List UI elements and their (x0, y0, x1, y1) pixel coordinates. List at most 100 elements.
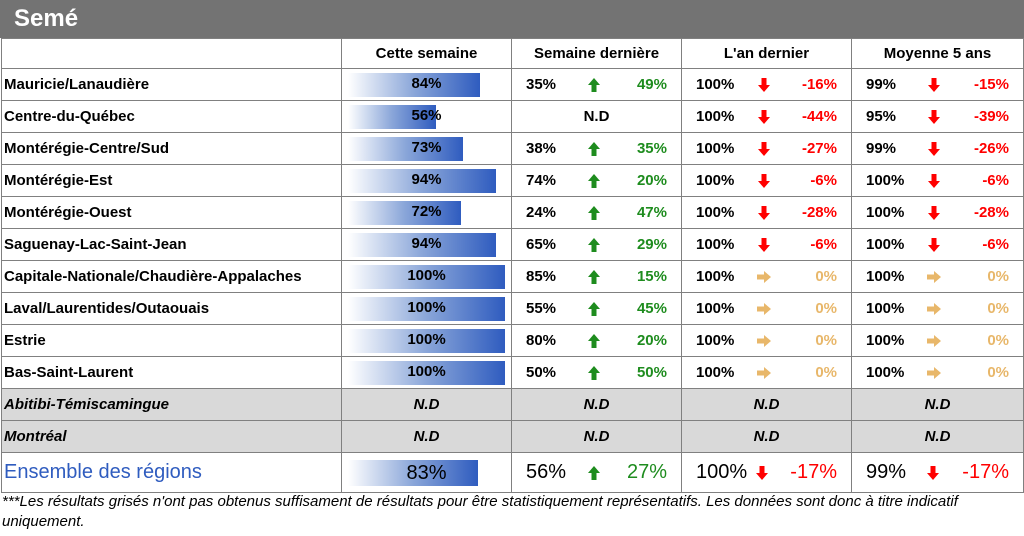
last-year-group: 100% 0% (683, 326, 851, 356)
arrow-flat-icon (734, 300, 794, 317)
progress-bar: 72% (348, 200, 505, 225)
avg5-value: 99% (866, 76, 897, 93)
last-year-diff: -16% (801, 76, 837, 93)
arrow-up-icon (564, 76, 624, 93)
table-row-greyed: Montréal N.D N.D N.D N.D (1, 420, 1024, 453)
total-row: Ensemble des régions 83% 56% 27% 100% -17% 99%… (1, 452, 1024, 493)
arrow-down-icon (904, 172, 964, 189)
header-last-week: Semaine dernière (511, 38, 682, 69)
last-week-value: 24% (526, 204, 557, 221)
progress-bar-fill (348, 232, 496, 257)
last-week-group: 74% 20% (513, 166, 681, 196)
avg5-value: 99% (866, 461, 907, 483)
last-year-diff: -6% (810, 172, 837, 189)
arrow-down-icon (734, 76, 794, 93)
last-week-cell: 74% 20% (511, 164, 682, 197)
this-week-value: 100% (407, 362, 446, 380)
nd-cell: N.D (341, 420, 512, 453)
arrow-down-icon (904, 461, 962, 484)
header-last-year: L'an dernier (681, 38, 852, 69)
last-week-value: 85% (526, 268, 557, 285)
arrow-down-icon (904, 140, 964, 157)
last-week-value: 80% (526, 332, 557, 349)
nd-cell: N.D (681, 388, 852, 421)
avg5-cell: 95% -39% (851, 100, 1024, 133)
last-year-group: 100% -27% (683, 134, 851, 164)
region-name: Estrie (1, 324, 342, 357)
region-name: Centre-du-Québec (1, 100, 342, 133)
avg5-value: 95% (866, 108, 897, 125)
this-week-cell: 100% (341, 324, 512, 357)
this-week-value: 72% (411, 202, 442, 220)
this-week-value: 100% (407, 330, 446, 348)
total-region-name: Ensemble des régions (1, 452, 342, 493)
this-week-cell: 100% (341, 260, 512, 293)
last-week-group: 38% 35% (513, 134, 681, 164)
this-week-cell: 84% (341, 68, 512, 101)
header-avg5: Moyenne 5 ans (851, 38, 1024, 69)
last-week-group: 65% 29% (513, 230, 681, 260)
last-week-diff: 15% (636, 268, 667, 285)
progress-bar: 100% (348, 296, 505, 321)
progress-bar: 100% (348, 328, 505, 353)
this-week-value: 83% (406, 461, 447, 484)
table-row: Bas-Saint-Laurent 100% 50% 50% 100% 0% 100% 0% (1, 356, 1024, 389)
last-year-diff: -27% (801, 140, 837, 157)
footnote: ***Les résultats grisés n'ont pas obtenu… (2, 493, 958, 530)
region-name: Laval/Laurentides/Outaouais (1, 292, 342, 325)
avg5-diff: -6% (982, 172, 1009, 189)
last-week-diff: 20% (636, 332, 667, 349)
arrow-up-icon (564, 364, 624, 381)
last-year-group: 100% 0% (683, 358, 851, 388)
nd-cell: N.D (851, 420, 1024, 453)
avg5-group: 99% -17% (853, 454, 1023, 492)
last-year-group: 100% -28% (683, 198, 851, 228)
last-year-group: 100% 0% (683, 294, 851, 324)
progress-bar-fill (348, 136, 463, 161)
avg5-cell: 100% -6% (851, 228, 1024, 261)
last-year-diff: -17% (790, 461, 837, 483)
nd-cell: N.D (341, 388, 512, 421)
last-week-group: 50% 50% (513, 358, 681, 388)
last-year-diff: 0% (815, 364, 837, 381)
this-week-cell: 72% (341, 196, 512, 229)
avg5-value: 100% (866, 204, 905, 221)
progress-bar-fill (348, 168, 496, 193)
table-row: Mauricie/Lanaudière 84% 35% 49% 100% -16% 99% -… (1, 68, 1024, 101)
table-row: Saguenay-Lac-Saint-Jean 94% 65% 29% 100% -6% 1… (1, 228, 1024, 261)
last-week-cell: 55% 45% (511, 292, 682, 325)
this-week-value: 94% (411, 234, 442, 252)
region-name: Capitale-Nationale/Chaudière-Appalaches (1, 260, 342, 293)
avg5-group: 100% 0% (853, 294, 1023, 324)
table-row: Laval/Laurentides/Outaouais 100% 55% 45% 100… (1, 292, 1024, 325)
last-week-cell: 35% 49% (511, 68, 682, 101)
last-week-diff: 45% (636, 300, 667, 317)
avg5-value: 100% (866, 364, 905, 381)
last-week-cell: 85% 15% (511, 260, 682, 293)
avg5-cell: 99% -17% (851, 452, 1024, 493)
last-year-cell: 100% -28% (681, 196, 852, 229)
last-week-cell: 50% 50% (511, 356, 682, 389)
nd-cell: N.D (681, 420, 852, 453)
avg5-value: 99% (866, 140, 897, 157)
last-year-diff: 0% (815, 332, 837, 349)
avg5-group: 100% -6% (853, 166, 1023, 196)
avg5-cell: 99% -26% (851, 132, 1024, 165)
last-week-group: 85% 15% (513, 262, 681, 292)
arrow-flat-icon (734, 364, 794, 381)
progress-bar: 100% (348, 264, 505, 289)
avg5-group: 95% -39% (853, 102, 1023, 132)
progress-bar-fill (348, 328, 505, 353)
last-week-group: 24% 47% (513, 198, 681, 228)
nd-cell: N.D (511, 420, 682, 453)
progress-bar-fill (348, 104, 436, 129)
last-year-cell: 100% -17% (681, 452, 852, 493)
last-year-value: 100% (696, 108, 735, 125)
last-week-diff: 35% (636, 140, 667, 157)
progress-bar: 94% (348, 232, 505, 257)
arrow-down-icon (904, 76, 964, 93)
region-name: Mauricie/Lanaudière (1, 68, 342, 101)
arrow-flat-icon (734, 268, 794, 285)
last-week-value: 50% (526, 364, 557, 381)
progress-bar-fill (348, 264, 505, 289)
